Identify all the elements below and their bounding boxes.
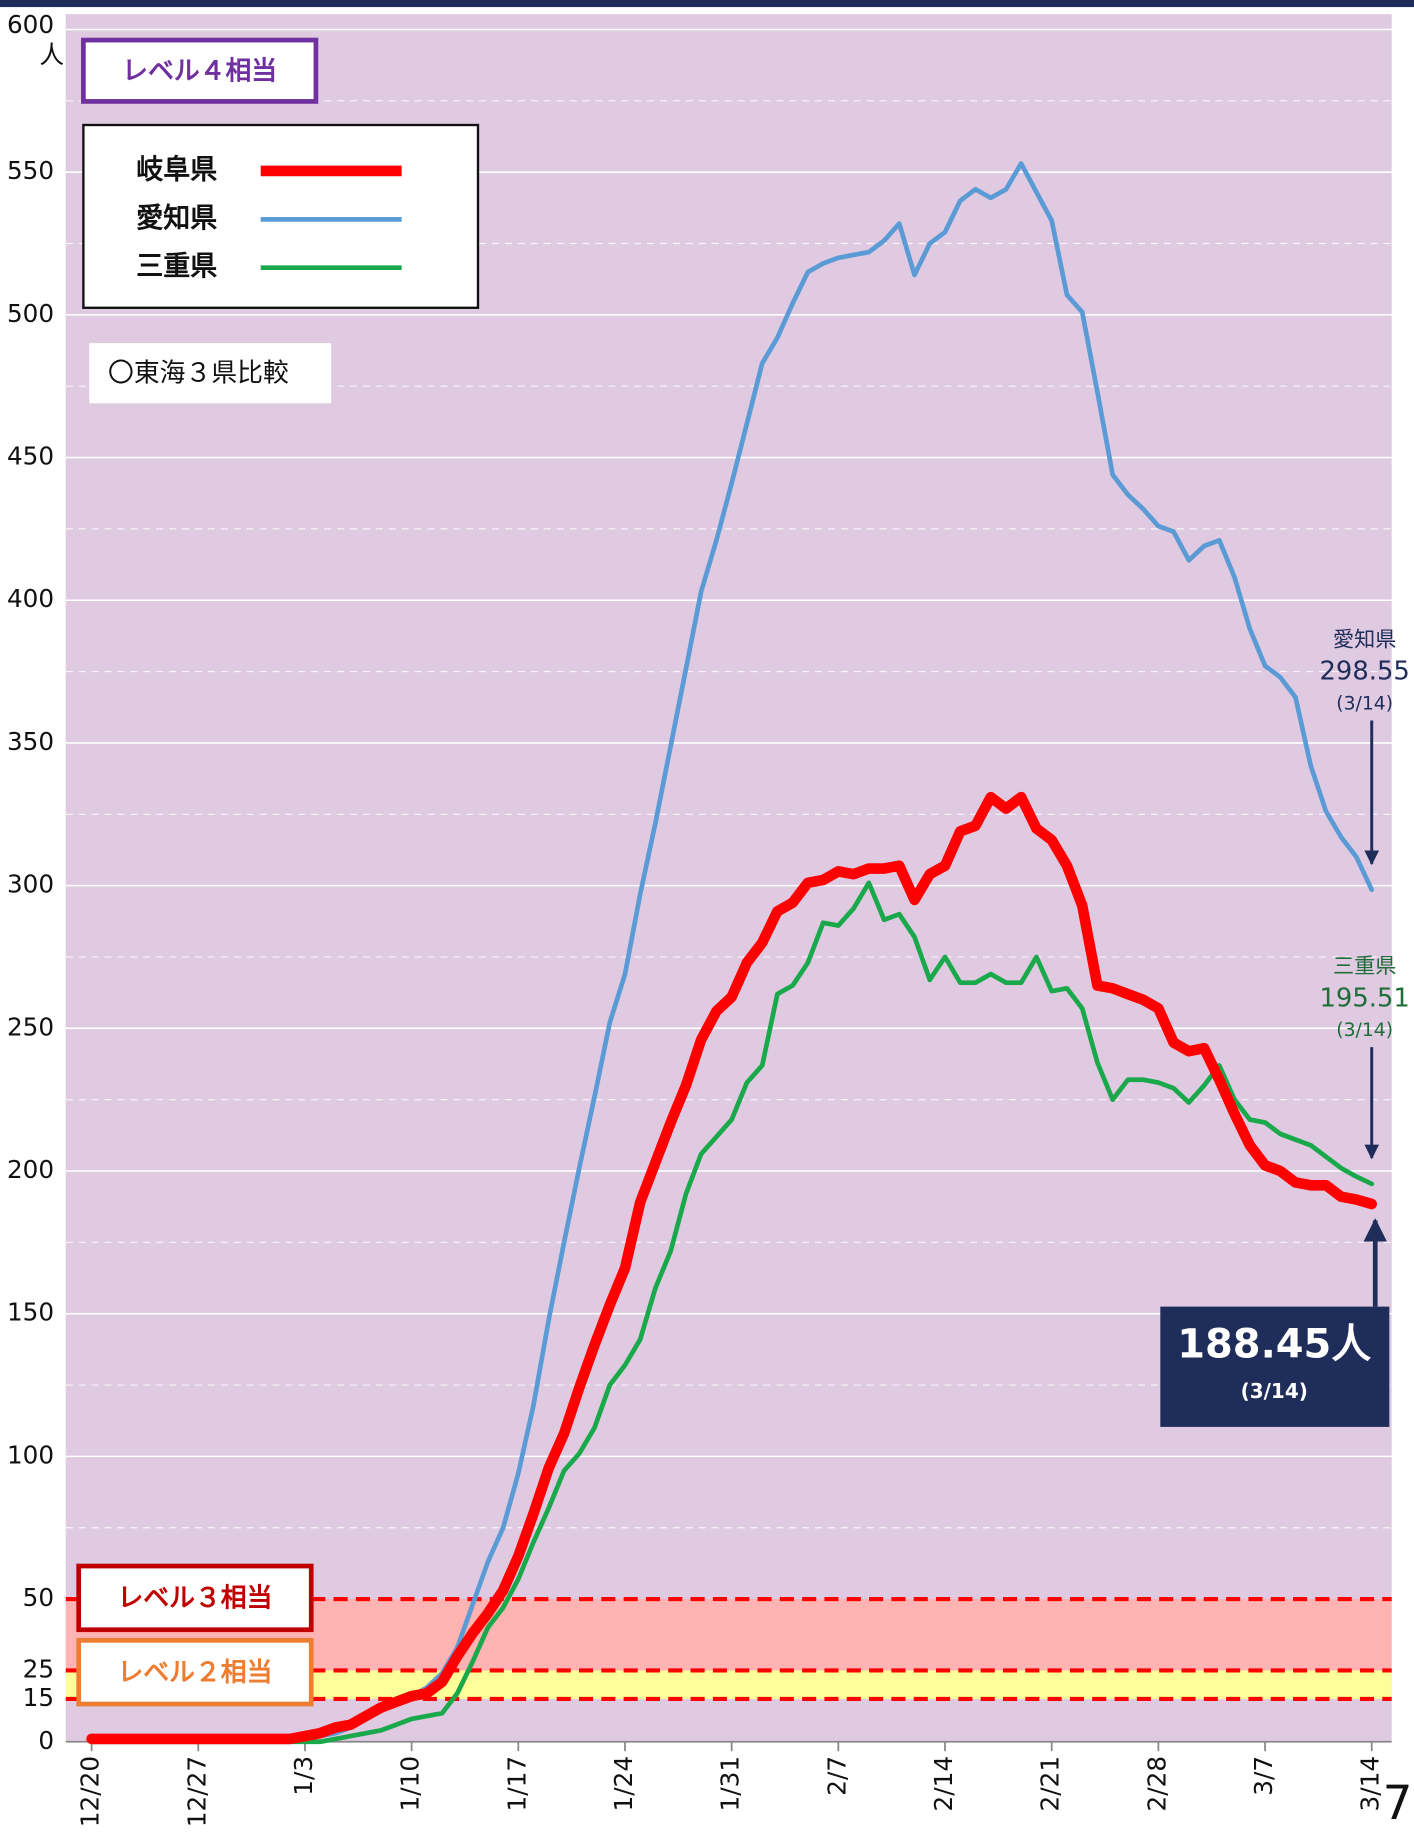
x-tick-label: 2/7	[822, 1756, 851, 1796]
level-box	[76, 1637, 314, 1707]
y-unit: 人	[39, 41, 64, 70]
y-tick-label: 300	[7, 870, 54, 899]
x-tick-label: 12/27	[182, 1756, 211, 1827]
annotation-value: 195.51	[1319, 983, 1409, 1013]
annotation-value: 298.55	[1319, 657, 1409, 687]
y-tick-label: 25	[23, 1654, 54, 1683]
series-line	[86, 791, 1378, 1745]
x-tick-label: 1/24	[609, 1756, 638, 1812]
level-label: レベル２相当	[117, 1658, 272, 1688]
y-tick-label: 200	[7, 1155, 54, 1184]
subtitle-box	[89, 343, 332, 404]
level-box	[76, 1563, 314, 1633]
annotation-date: (3/14)	[1336, 693, 1393, 714]
legend-label: 愛知県	[136, 203, 217, 234]
level-label: レベル４相当	[122, 56, 277, 86]
x-tick-label: 1/10	[396, 1756, 425, 1812]
y-tick-label: 400	[7, 584, 54, 613]
top-bar	[0, 0, 1414, 8]
legend-label: 三重県	[136, 251, 217, 282]
annotation-box	[1160, 1306, 1390, 1427]
series-line	[89, 880, 1375, 1745]
y-tick-label: 150	[7, 1298, 54, 1327]
annotation-date: (3/14)	[1241, 1379, 1308, 1403]
x-tick-label: 3/7	[1249, 1756, 1278, 1796]
y-tick-label: 50	[23, 1583, 54, 1612]
x-tick-label: 2/28	[1142, 1756, 1171, 1812]
y-tick-label: 250	[7, 1012, 54, 1041]
y-tick-label: 0	[38, 1726, 54, 1755]
level-label: レベル３相当	[117, 1584, 272, 1614]
x-tick-label: 12/20	[76, 1756, 105, 1827]
annotation-date: (3/14)	[1336, 1020, 1393, 1041]
annotation-name: 愛知県	[1333, 626, 1396, 651]
level-box	[81, 37, 319, 104]
y-tick-label: 500	[7, 299, 54, 328]
y-tick-label: 100	[7, 1440, 54, 1469]
y-tick-label: 550	[7, 156, 54, 185]
x-tick-label: 1/17	[502, 1756, 531, 1812]
annotation-value: 188.45人	[1177, 1322, 1371, 1368]
x-tick-label: 3/14	[1356, 1756, 1385, 1812]
y-tick-label: 350	[7, 727, 54, 756]
y-tick-label: 450	[7, 442, 54, 471]
legend-label: 岐阜県	[136, 154, 217, 185]
x-tick-label: 2/14	[929, 1756, 958, 1812]
x-tick-label: 1/31	[716, 1756, 745, 1812]
x-tick-label: 1/3	[289, 1756, 318, 1796]
page-number: 7	[1383, 1776, 1413, 1831]
x-tick-label: 2/21	[1036, 1756, 1065, 1812]
subtitle: 〇東海３県比較	[108, 358, 289, 388]
legend-box	[82, 123, 480, 309]
y-tick-label: 15	[23, 1683, 54, 1712]
annotation-name: 三重県	[1333, 953, 1396, 978]
y-tick-label: 600	[7, 10, 54, 39]
